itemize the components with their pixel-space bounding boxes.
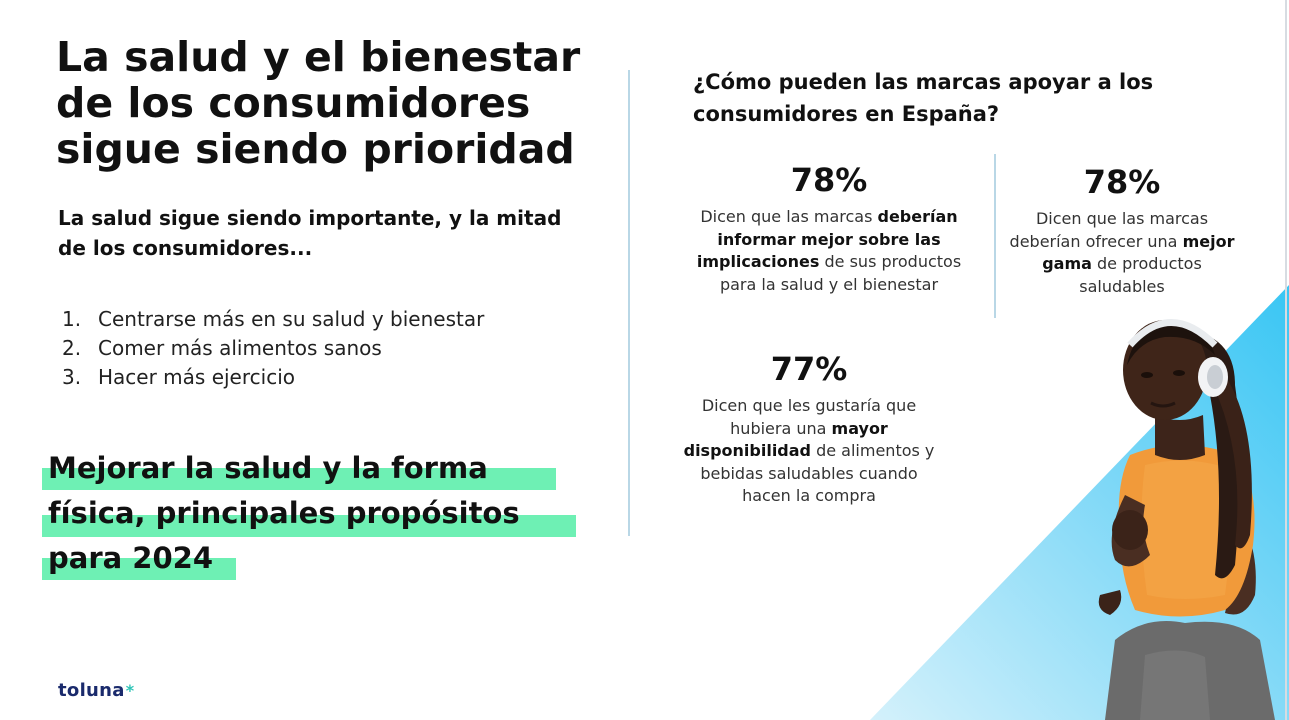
- stat-text: Dicen que las marcas deberían ofrecer un…: [1009, 209, 1209, 251]
- logo-star-icon: *: [125, 681, 135, 700]
- priority-list: 1. Centrarse más en su salud y bienestar …: [62, 305, 484, 392]
- stat-text: Dicen que les gustaría que hubiera una: [701, 396, 917, 438]
- stat-block: 78% Dicen que las marcas deberían inform…: [684, 160, 974, 296]
- stat-block: 77% Dicen que les gustaría que hubiera u…: [680, 349, 938, 508]
- highlight-text: para 2024: [48, 541, 214, 575]
- runner-with-headphones-photo: [1098, 319, 1275, 720]
- stat-description: Dicen que las marcas deberían informar m…: [684, 206, 974, 296]
- stat-text: de alimentos y bebidas saludables cuando…: [700, 441, 935, 505]
- highlight-heading: Mejorar la salud y la forma física, prin…: [42, 448, 602, 583]
- highlight-text: física, principales propósitos: [48, 496, 520, 530]
- stat-description: Dicen que les gustaría que hubiera una m…: [680, 395, 938, 508]
- highlight-line: para 2024: [42, 538, 602, 583]
- highlight-bar: [42, 515, 576, 537]
- priority-text: Centrarse más en su salud y bienestar: [98, 307, 485, 331]
- highlight-line: Mejorar la salud y la forma: [42, 448, 602, 493]
- priority-number: 1.: [62, 307, 82, 331]
- highlight-bar: [42, 468, 556, 490]
- highlight-text: Mejorar la salud y la forma: [48, 451, 488, 485]
- main-title: La salud y el bienestar de los consumido…: [56, 33, 581, 173]
- stat-value: 78%: [1083, 163, 1161, 201]
- priority-text: Hacer más ejercicio: [98, 365, 295, 389]
- stat-value: 77%: [770, 350, 848, 388]
- subtitle: La salud sigue siendo importante, y la m…: [58, 206, 562, 260]
- question-heading: ¿Cómo pueden las marcas apoyar a los con…: [693, 70, 1154, 126]
- highlight-bar: [42, 558, 236, 580]
- stat-block: 78% Dicen que las marcas deberían ofrece…: [1002, 162, 1242, 298]
- stat-description: Dicen que las marcas deberían ofrecer un…: [1002, 208, 1242, 298]
- toluna-logo: toluna *: [58, 680, 134, 701]
- priority-item: 1. Centrarse más en su salud y bienestar: [62, 305, 484, 334]
- priority-item: 3. Hacer más ejercicio: [62, 363, 484, 392]
- vertical-divider: [628, 70, 630, 536]
- stat-emphasis: mejor gama: [1042, 231, 1235, 274]
- stat-emphasis: mayor disponibilidad: [683, 418, 888, 461]
- priority-number: 2.: [62, 336, 82, 360]
- stat-text: de productos saludables: [1079, 254, 1202, 296]
- edge-rule: [1285, 0, 1287, 720]
- priority-text: Comer más alimentos sanos: [98, 336, 382, 360]
- vertical-divider: [994, 154, 996, 318]
- stat-value: 78%: [790, 161, 868, 199]
- logo-text: toluna: [58, 680, 125, 701]
- priority-number: 3.: [62, 365, 82, 389]
- highlight-line: física, principales propósitos: [42, 493, 602, 538]
- stat-text: Dicen que las marcas: [700, 207, 878, 226]
- stat-text: de sus productos para la salud y el bien…: [719, 252, 962, 294]
- priority-item: 2. Comer más alimentos sanos: [62, 334, 484, 363]
- stat-emphasis: deberían informar mejor sobre las implic…: [696, 207, 958, 271]
